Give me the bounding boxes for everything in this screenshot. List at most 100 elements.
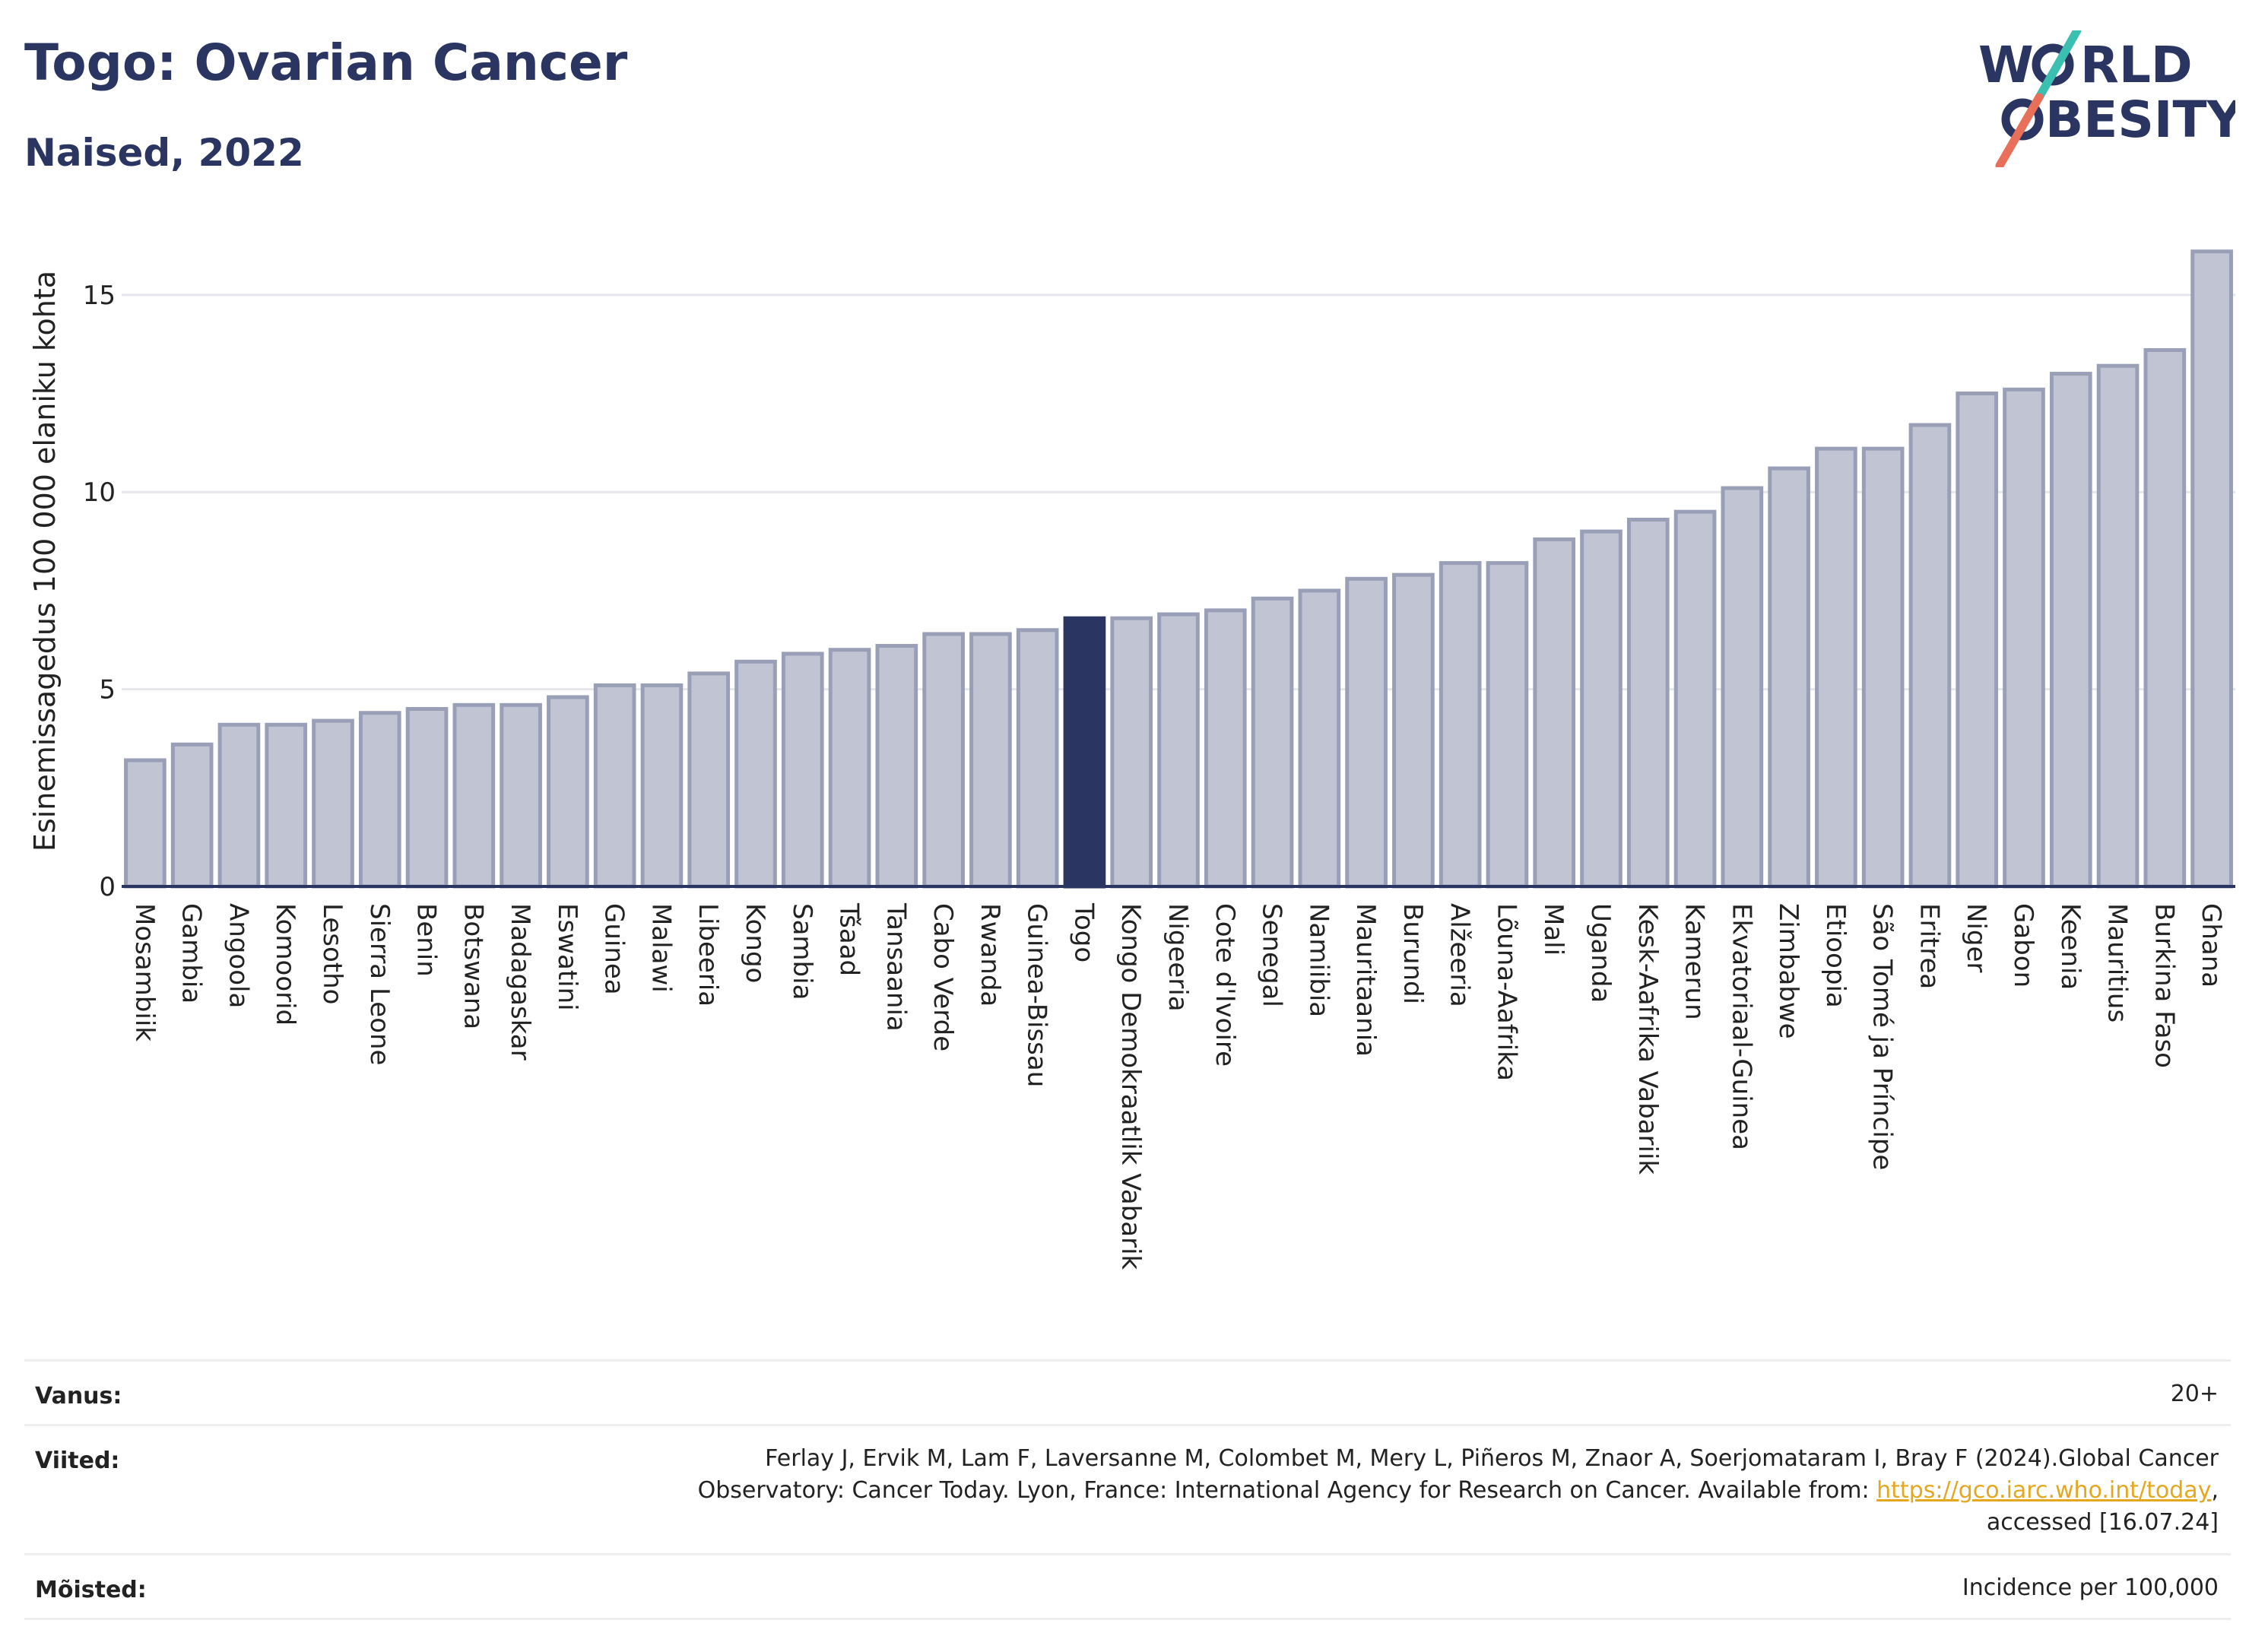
page-subtitle: Naised, 2022 — [24, 131, 304, 175]
x-tick-label: Niger — [1961, 903, 1991, 972]
x-tick-label: Malawi — [646, 903, 676, 993]
page-title: Togo: Ovarian Cancer — [24, 33, 628, 92]
logo-o-bottom — [2001, 98, 2044, 141]
y-axis-ticks: 0 5 10 15 — [83, 281, 116, 902]
bar-tansaania — [875, 644, 918, 889]
x-tick-label: Komoorid — [270, 903, 300, 1026]
x-tick-label: Nigeeria — [1163, 903, 1193, 1012]
x-tick-label: Kongo — [740, 903, 770, 983]
bar-cabo-verde — [922, 632, 965, 889]
bar-burkina-faso — [2143, 347, 2187, 889]
bar-ekvatoriaal-guinea — [1721, 486, 1764, 889]
bar-sierra-leone — [358, 711, 401, 889]
references-value: Ferlay J, Ervik M, Lam F, Laversanne M, … — [698, 1443, 2219, 1539]
info-row-references: Viited: Ferlay J, Ervik M, Lam F, Lavers… — [24, 1424, 2231, 1555]
x-tick-label: Lesotho — [317, 903, 347, 1004]
bar-komoorid — [265, 722, 308, 889]
x-tick-label: São Tomé ja Príncipe — [1867, 903, 1898, 1170]
x-tick-label: Sierra Leone — [364, 903, 395, 1065]
bar-ghana — [2190, 249, 2233, 889]
bar-libeeria — [687, 671, 731, 889]
x-tick-label: Kamerun — [1680, 903, 1710, 1020]
x-tick-label: Angoola — [223, 903, 253, 1008]
bar-gambia — [170, 742, 214, 889]
x-tick-label: Mosambiik — [129, 903, 160, 1042]
x-tick-label: Cabo Verde — [928, 903, 958, 1051]
x-tick-label: Sambia — [787, 903, 817, 1000]
bar-cote-d-ivoire — [1204, 608, 1247, 889]
x-tick-label: Keenia — [2055, 903, 2086, 990]
x-tick-label: Burundi — [1397, 903, 1428, 1004]
x-tick-label: Kesk-Aafrika Vabariik — [1632, 903, 1663, 1175]
x-tick-label: Madagaskar — [505, 903, 535, 1061]
x-tick-label: Togo — [1068, 902, 1099, 962]
age-label: Vanus: — [35, 1383, 122, 1409]
x-tick-label: Lõuna-Aafrika — [1491, 903, 1521, 1081]
x-tick-label: Eswatini — [552, 903, 582, 1011]
x-tick-label: Mali — [1538, 903, 1569, 956]
references-line-2: Observatory: Cancer Today. Lyon, France:… — [697, 1477, 1877, 1504]
bar-al-eeria — [1439, 561, 1482, 889]
x-tick-label: Guinea-Bissau — [1022, 903, 1052, 1087]
x-tick-label: Libeeria — [693, 903, 723, 1007]
bar-chart: 0 5 10 15 Esinemissagedus 100 000 elaniku k… — [28, 249, 2235, 1270]
x-tick-label: Ekvatoriaal-Guinea — [1726, 903, 1756, 1150]
bar-niger — [1956, 392, 1999, 889]
references-link[interactable]: https://gco.iarc.who.int/today — [1876, 1477, 2212, 1504]
x-tick-label: Cote d'Ivoire — [1210, 903, 1240, 1067]
bar-uganda — [1580, 529, 1623, 889]
x-tick-label: Gambia — [176, 903, 207, 1004]
logo-slash-coral — [1995, 93, 2044, 167]
bar-eswatini — [547, 695, 589, 889]
bar-mauritius — [2096, 363, 2140, 889]
x-tick-label: Rwanda — [975, 903, 1005, 1007]
x-tick-label: Senegal — [1257, 903, 1287, 1007]
x-tick-label: Benin — [411, 903, 442, 977]
world-obesity-logo: W RLD BESITY — [1978, 30, 2235, 167]
bar-madagaskar — [500, 702, 542, 889]
bar-kamerun — [1673, 509, 1717, 889]
x-tick-label: Eritrea — [1914, 903, 1944, 989]
x-tick-label: Tansaania — [880, 902, 911, 1032]
bar-mosambiik — [124, 758, 167, 889]
references-line-3: accessed [16.07.24] — [1986, 1509, 2219, 1536]
bar-t-aad — [828, 648, 871, 889]
x-tick-label: Tšaad — [834, 902, 864, 976]
x-tick-label: Kongo Demokraatlik Vabarik — [1115, 903, 1146, 1270]
bar-burundi — [1392, 572, 1435, 889]
bar-gabon — [2003, 387, 2045, 889]
logo-slash-teal — [2035, 30, 2082, 102]
bar-malawi — [640, 683, 684, 889]
bar-l-una-aafrika — [1486, 561, 1529, 889]
x-tick-label: Uganda — [1585, 903, 1616, 1003]
y-tick-label: 10 — [83, 477, 116, 508]
y-tick-label: 5 — [99, 675, 116, 706]
references-line-1: Ferlay J, Ervik M, Lam F, Laversanne M, … — [765, 1445, 2219, 1472]
bar-botswana — [452, 702, 496, 889]
definitions-value: Incidence per 100,000 — [1962, 1574, 2219, 1601]
info-row-definitions: Mõisted: Incidence per 100,000 — [24, 1553, 2231, 1620]
bar-zimbabwe — [1768, 466, 1810, 889]
bar-togo — [1063, 616, 1106, 889]
x-tick-label: Zimbabwe — [1773, 903, 1803, 1039]
logo-text-w: W — [1978, 36, 2034, 94]
x-tick-label: Mauritius — [2102, 903, 2133, 1023]
bar-nigeeria — [1157, 612, 1200, 889]
x-tick-label: Botswana — [458, 903, 488, 1029]
bar-namiibia — [1298, 588, 1341, 889]
references-line-2-end: , — [2211, 1477, 2219, 1504]
x-tick-label: Burkina Faso — [2149, 903, 2179, 1068]
bar-sambia — [781, 652, 824, 889]
x-tick-label: Gabon — [2008, 903, 2038, 988]
y-tick-label: 15 — [83, 281, 116, 311]
info-table: Vanus: 20+ Viited: Ferlay J, Ervik M, La… — [24, 1359, 2231, 1620]
x-tick-label: Ghana — [2196, 903, 2226, 988]
x-tick-label: Etioopia — [1820, 903, 1851, 1008]
bar-kongo-demokraatlik-vabarik — [1110, 616, 1153, 889]
x-tick-label: Guinea — [599, 903, 630, 995]
x-tick-label: Mauritaania — [1350, 903, 1381, 1057]
logo-text-besity: BESITY — [2045, 90, 2235, 149]
x-axis-categories: Mosambiik Gambia Angoola Komoorid Lesotho Sie… — [129, 902, 2226, 1270]
bar-mali — [1533, 537, 1576, 889]
bars — [124, 249, 2233, 889]
